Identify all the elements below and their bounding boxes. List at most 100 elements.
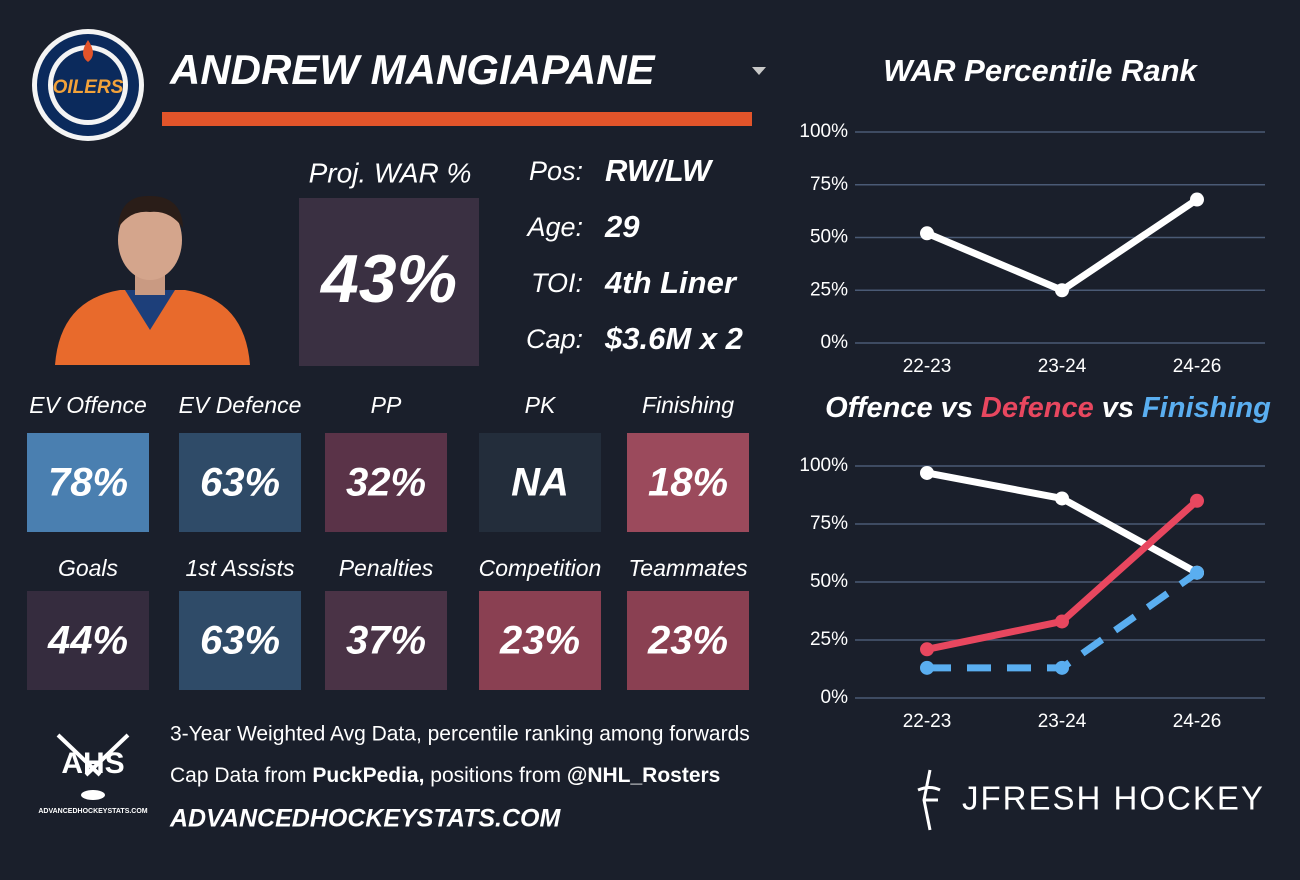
- legend-entry: Finishing: [1142, 392, 1271, 424]
- point: [1055, 491, 1069, 506]
- footer-line: 3-Year Weighted Avg Data, percentile ran…: [170, 723, 750, 746]
- team-logo: OILERS: [32, 29, 144, 141]
- tile: [27, 591, 149, 690]
- tile-value: 63%: [200, 461, 280, 505]
- x-tick-label: 24-26: [1173, 356, 1222, 377]
- tile-value: 32%: [346, 461, 426, 505]
- footer-segment: @NHL_Rosters: [567, 764, 721, 787]
- tile: [479, 433, 601, 532]
- point: [1055, 614, 1069, 629]
- y-tick-label: 25%: [810, 629, 848, 650]
- y-tick-label: 75%: [810, 174, 848, 195]
- stat-tiles: EV Offence 78% EV Defence 63% PP 32% PK NA Finis…: [27, 392, 749, 690]
- proj-war-box: [299, 198, 479, 366]
- x-tick-label: 22-23: [903, 356, 952, 377]
- tile-value: 44%: [47, 619, 128, 663]
- y-tick-label: 25%: [810, 279, 848, 300]
- dropdown-arrow[interactable]: [752, 67, 766, 75]
- point: [1190, 192, 1204, 207]
- tile-label: Goals: [58, 555, 119, 581]
- point: [1190, 493, 1204, 508]
- tile: [179, 591, 301, 690]
- point: [1055, 283, 1069, 298]
- player-photo: [55, 195, 250, 365]
- line-chart: Offence vs Defence vs Finishing0%25%50%75%10…: [799, 392, 1271, 732]
- player-name: ANDREW MANGIAPANE: [169, 46, 657, 93]
- tile-label: Finishing: [642, 392, 734, 418]
- legend-entry: Defence: [981, 392, 1094, 424]
- footer-segment: positions from: [424, 764, 566, 787]
- point: [920, 642, 934, 657]
- info-label: TOI:: [531, 268, 583, 298]
- y-tick-label: 50%: [810, 227, 848, 248]
- x-tick-label: 22-23: [903, 711, 952, 732]
- team-logo-text: OILERS: [53, 77, 124, 98]
- info-label: Age:: [525, 212, 583, 242]
- tile: [179, 433, 301, 532]
- x-tick-label: 23-24: [1038, 711, 1087, 732]
- name-underline: [162, 112, 752, 126]
- info-label: Pos:: [529, 156, 583, 186]
- line-chart: WAR Percentile Rank 0% 25% 50% 75% 100% 22-23 2…: [799, 53, 1265, 377]
- tile: [27, 433, 149, 532]
- y-tick-label: 50%: [810, 571, 848, 592]
- brand-text: JFRESH HOCKEY: [962, 780, 1265, 817]
- chart-title: WAR Percentile Rank: [883, 53, 1198, 88]
- y-tick-label: 100%: [799, 455, 848, 476]
- x-tick-label: 23-24: [1038, 356, 1087, 377]
- charts: WAR Percentile Rank 0% 25% 50% 75% 100% 22-23 2…: [799, 53, 1271, 732]
- y-tick-label: 0%: [821, 687, 849, 708]
- tile-label: Competition: [479, 555, 602, 581]
- ahs-logo: AHS ADVANCEDHOCKEYSTATS.COM: [38, 733, 148, 815]
- tile-label: PK: [525, 392, 557, 418]
- tile: [479, 591, 601, 690]
- tile-label: Penalties: [339, 555, 434, 581]
- x-tick-label: 24-26: [1173, 711, 1222, 732]
- footer-segment: PuckPedia,: [312, 764, 424, 787]
- title-separator: vs: [941, 392, 973, 424]
- point: [1055, 660, 1069, 675]
- info-list: Pos: RW/LW Age: 29 TOI: 4th Liner Cap: $3.6M x …: [525, 153, 742, 356]
- tile-value: 23%: [647, 619, 728, 663]
- point: [920, 660, 934, 675]
- proj-war-value: 43%: [319, 241, 457, 317]
- legend-entry: Offence: [825, 392, 932, 424]
- info-label: Cap:: [526, 324, 583, 354]
- y-tick-label: 100%: [799, 121, 848, 142]
- point: [920, 465, 934, 480]
- footer-segment: Cap Data from: [170, 764, 312, 787]
- title-separator: vs: [1102, 392, 1134, 424]
- chart-title: Offence vs Defence vs Finishing: [825, 392, 1271, 424]
- info-value: $3.6M x 2: [604, 321, 743, 356]
- tile-label: EV Offence: [29, 392, 147, 418]
- tile-value: 63%: [200, 619, 280, 663]
- footer-site[interactable]: ADVANCEDHOCKEYSTATS.COM: [169, 805, 561, 833]
- point: [1190, 565, 1204, 580]
- tile: [627, 433, 749, 532]
- ahs-logo-text: AHS: [61, 747, 124, 780]
- y-tick-label: 0%: [821, 332, 849, 353]
- tile: [325, 433, 447, 532]
- ahs-logo-site: ADVANCEDHOCKEYSTATS.COM: [38, 808, 147, 815]
- tile: [325, 591, 447, 690]
- tile: [627, 591, 749, 690]
- tile-value: 37%: [346, 619, 426, 663]
- tile-value: 18%: [648, 461, 728, 505]
- y-tick-label: 75%: [810, 513, 848, 534]
- proj-war-label: Proj. WAR %: [309, 157, 472, 188]
- tile-label: EV Defence: [179, 392, 302, 418]
- info-value: 29: [604, 209, 640, 244]
- jfresh-logo: JFRESH HOCKEY: [917, 769, 1265, 831]
- tile-value: 78%: [48, 461, 128, 505]
- info-value: RW/LW: [605, 153, 714, 188]
- tile-label: 1st Assists: [185, 555, 295, 581]
- point: [920, 226, 934, 241]
- tile-label: PP: [371, 392, 402, 418]
- tile-value: 23%: [499, 619, 580, 663]
- tile-value: NA: [511, 461, 569, 505]
- footer-line: Cap Data from PuckPedia, positions from …: [170, 764, 720, 787]
- tile-label: Teammates: [628, 555, 748, 581]
- info-value: 4th Liner: [604, 265, 738, 300]
